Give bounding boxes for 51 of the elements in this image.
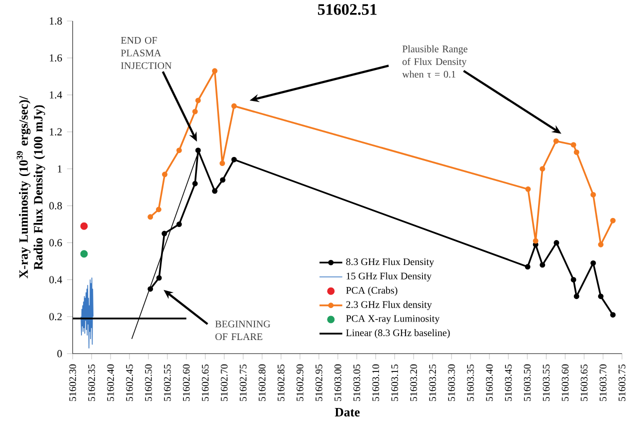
legend-label: 2.3 GHz Flux density [346, 300, 432, 310]
x-tick-label: 51603.15 [391, 364, 398, 401]
legend-label: Linear (8.3 GHz baseline) [346, 329, 450, 338]
x-tick-label: 51603.35 [467, 364, 474, 401]
y-tick-label: 0.2 [49, 313, 62, 320]
y-tick-label: 1.2 [50, 128, 62, 136]
x-tick-label: 51603.65 [580, 364, 588, 401]
annotation: Plausible Range of Flux Density when τ = 0.1 [402, 45, 468, 78]
x-tick-label: 51603.50 [524, 364, 531, 401]
x-tick-label: 51602.65 [202, 364, 209, 401]
y-tick-label: 0.8 [49, 202, 62, 210]
y-tick-label: 0.6 [49, 239, 62, 246]
x-tick-label: 51603.20 [410, 364, 418, 401]
x-tick-label: 51603.55 [542, 364, 550, 401]
y-tick-label: 1.4 [50, 91, 62, 99]
chart-title: 51602.51 [318, 4, 377, 15]
x-tick-label: 51603.00 [334, 364, 342, 401]
x-tick-label: 51602.30 [69, 364, 76, 401]
x-tick-label: 51602.80 [258, 364, 266, 401]
y-tick-label: 0.4 [49, 276, 62, 284]
x-tick-label: 51602.70 [220, 364, 228, 401]
x-tick-label: 51603.75 [618, 364, 626, 401]
x-tick-label: 51602.35 [88, 364, 96, 401]
annotation: BEGINNING OF FLARE [215, 320, 270, 340]
y-tick-label: 1 [58, 165, 62, 172]
legend-label: 8.3 GHz Flux Density [346, 258, 434, 268]
annotation: END OF PLASMA INJECTION [120, 36, 172, 70]
x-tick-label: 51603.40 [486, 364, 493, 401]
legend-label: PCA (Crabs) [346, 286, 398, 296]
x-tick-label: 51603.10 [372, 364, 380, 401]
x-tick-label: 51603.05 [353, 364, 360, 401]
x-tick-label: 51603.45 [504, 364, 512, 401]
x-tick-label: 51602.90 [296, 364, 304, 401]
x-tick-label: 51602.50 [145, 364, 152, 401]
x-tick-label: 51603.30 [448, 364, 455, 401]
x-tick-label: 51603.70 [600, 364, 606, 401]
x-tick-label: 51602.75 [240, 364, 247, 401]
x-tick-label: 51602.55 [164, 364, 171, 401]
y-tick-label: 1.8 [50, 17, 62, 25]
x-axis-title: Date [334, 408, 360, 416]
x-tick-label: 51602.45 [126, 364, 133, 401]
x-tick-label: 51602.85 [278, 364, 284, 401]
x-tick-label: 51602.95 [316, 364, 322, 401]
y-tick-label: 0 [57, 350, 62, 358]
legend-label: 15 GHz Flux Density [346, 272, 432, 282]
x-tick-label: 51603.60 [562, 364, 569, 401]
y-tick-label: 1.6 [50, 54, 62, 62]
x-tick-label: 51602.60 [182, 364, 190, 401]
legend-label: PCA X-ray Luminosity [346, 315, 440, 324]
x-tick-label: 51603.25 [429, 364, 436, 401]
x-tick-label: 51602.40 [107, 364, 114, 401]
